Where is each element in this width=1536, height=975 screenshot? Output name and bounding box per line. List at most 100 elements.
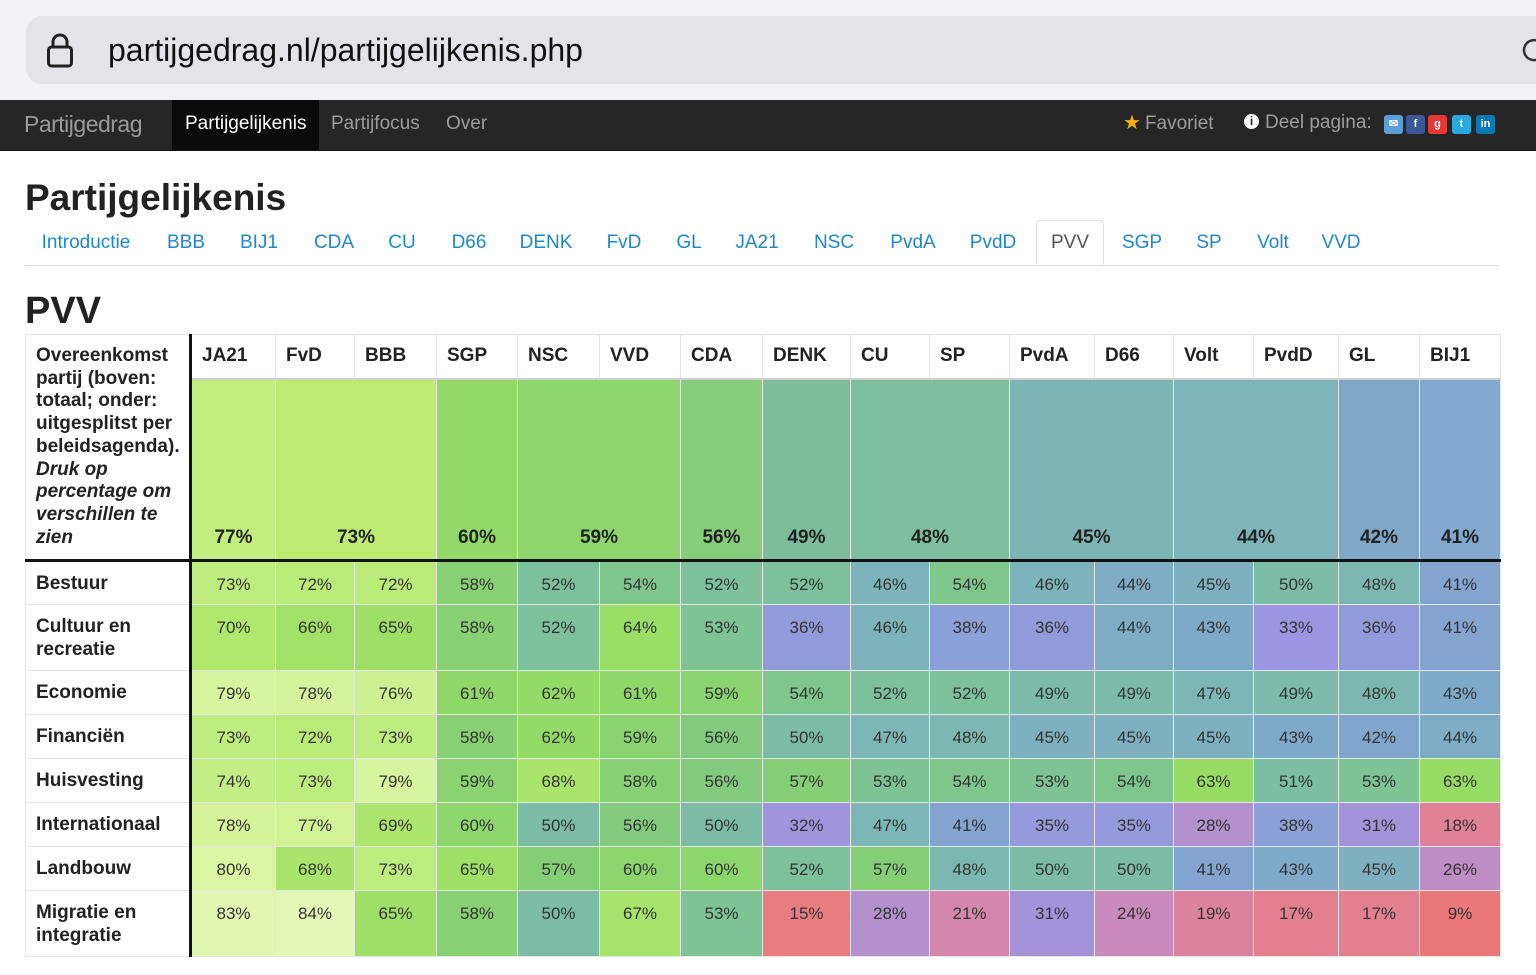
similarity-cell[interactable]: 60%: [599, 846, 681, 891]
url-text[interactable]: partijgedrag.nl/partijgelijkenis.php: [108, 32, 583, 68]
similarity-cell[interactable]: 49%: [1094, 670, 1174, 715]
similarity-cell[interactable]: 26%: [1419, 846, 1501, 891]
similarity-cell[interactable]: 31%: [1009, 890, 1095, 957]
tab-sp[interactable]: SP: [1196, 232, 1222, 253]
similarity-cell[interactable]: 52%: [929, 670, 1010, 715]
similarity-cell[interactable]: 73%: [354, 714, 437, 759]
tab-denk[interactable]: DENK: [519, 232, 573, 253]
similarity-cell[interactable]: 15%: [762, 890, 851, 957]
similarity-cell[interactable]: 21%: [929, 890, 1010, 957]
similarity-cell[interactable]: 52%: [517, 560, 600, 605]
similarity-cell[interactable]: 53%: [1338, 758, 1420, 803]
similarity-cell[interactable]: 52%: [762, 846, 851, 891]
similarity-cell[interactable]: 24%: [1094, 890, 1174, 957]
tab-cda[interactable]: CDA: [313, 232, 355, 253]
similarity-cell[interactable]: 48%: [1338, 670, 1420, 715]
total-similarity-cell[interactable]: 59%: [517, 378, 681, 562]
similarity-cell[interactable]: 62%: [517, 670, 600, 715]
similarity-cell[interactable]: 41%: [1419, 604, 1501, 671]
total-similarity-cell[interactable]: 45%: [1009, 378, 1174, 562]
url-field[interactable]: [26, 16, 1536, 84]
similarity-cell[interactable]: 78%: [190, 802, 276, 847]
similarity-cell[interactable]: 54%: [1094, 758, 1174, 803]
similarity-cell[interactable]: 74%: [190, 758, 276, 803]
similarity-cell[interactable]: 58%: [436, 604, 518, 671]
similarity-cell[interactable]: 45%: [1094, 714, 1174, 759]
similarity-cell[interactable]: 43%: [1253, 846, 1339, 891]
similarity-cell[interactable]: 47%: [850, 714, 930, 759]
similarity-cell[interactable]: 54%: [599, 560, 681, 605]
similarity-cell[interactable]: 45%: [1338, 846, 1420, 891]
similarity-cell[interactable]: 46%: [850, 604, 930, 671]
similarity-cell[interactable]: 59%: [680, 670, 763, 715]
similarity-cell[interactable]: 50%: [517, 890, 600, 957]
tab-gl[interactable]: GL: [676, 232, 702, 253]
similarity-cell[interactable]: 72%: [275, 714, 355, 759]
similarity-cell[interactable]: 53%: [680, 604, 763, 671]
similarity-cell[interactable]: 72%: [275, 560, 355, 605]
similarity-cell[interactable]: 42%: [1338, 714, 1420, 759]
similarity-cell[interactable]: 51%: [1253, 758, 1339, 803]
twitter-share-icon[interactable]: t: [1452, 115, 1471, 134]
similarity-cell[interactable]: 32%: [762, 802, 851, 847]
tab-pvdd[interactable]: PvdD: [969, 232, 1017, 253]
similarity-cell[interactable]: 67%: [599, 890, 681, 957]
similarity-cell[interactable]: 49%: [1009, 670, 1095, 715]
similarity-cell[interactable]: 73%: [354, 846, 437, 891]
similarity-cell[interactable]: 60%: [680, 846, 763, 891]
similarity-cell[interactable]: 47%: [1173, 670, 1254, 715]
similarity-cell[interactable]: 52%: [850, 670, 930, 715]
tab-ja21[interactable]: JA21: [735, 232, 779, 253]
similarity-cell[interactable]: 58%: [436, 560, 518, 605]
similarity-cell[interactable]: 47%: [850, 802, 930, 847]
similarity-cell[interactable]: 45%: [1009, 714, 1095, 759]
similarity-cell[interactable]: 59%: [436, 758, 518, 803]
similarity-cell[interactable]: 48%: [929, 846, 1010, 891]
similarity-cell[interactable]: 73%: [275, 758, 355, 803]
total-similarity-cell[interactable]: 41%: [1419, 378, 1501, 562]
similarity-cell[interactable]: 50%: [1253, 560, 1339, 605]
similarity-cell[interactable]: 44%: [1094, 604, 1174, 671]
similarity-cell[interactable]: 73%: [190, 560, 276, 605]
tab-volt[interactable]: Volt: [1257, 232, 1289, 253]
similarity-cell[interactable]: 57%: [850, 846, 930, 891]
similarity-cell[interactable]: 41%: [1173, 846, 1254, 891]
nav-partijgelijkenis[interactable]: Partijgelijkenis: [172, 100, 320, 150]
similarity-cell[interactable]: 52%: [680, 560, 763, 605]
similarity-cell[interactable]: 72%: [354, 560, 437, 605]
reload-icon[interactable]: [1520, 36, 1536, 64]
similarity-cell[interactable]: 57%: [762, 758, 851, 803]
similarity-cell[interactable]: 56%: [680, 758, 763, 803]
similarity-cell[interactable]: 70%: [190, 604, 276, 671]
similarity-cell[interactable]: 52%: [762, 560, 851, 605]
tab-introductie[interactable]: Introductie: [41, 232, 131, 253]
similarity-cell[interactable]: 49%: [1253, 670, 1339, 715]
total-similarity-cell[interactable]: 48%: [850, 378, 1010, 562]
similarity-cell[interactable]: 52%: [517, 604, 600, 671]
similarity-cell[interactable]: 56%: [599, 802, 681, 847]
similarity-cell[interactable]: 41%: [1419, 560, 1501, 605]
similarity-cell[interactable]: 43%: [1419, 670, 1501, 715]
similarity-cell[interactable]: 50%: [517, 802, 600, 847]
similarity-cell[interactable]: 28%: [1173, 802, 1254, 847]
similarity-cell[interactable]: 46%: [850, 560, 930, 605]
tab-vvd[interactable]: VVD: [1321, 232, 1361, 253]
similarity-cell[interactable]: 63%: [1173, 758, 1254, 803]
similarity-cell[interactable]: 50%: [762, 714, 851, 759]
similarity-cell[interactable]: 65%: [436, 846, 518, 891]
similarity-cell[interactable]: 79%: [190, 670, 276, 715]
tab-bij1[interactable]: BIJ1: [239, 232, 279, 253]
linkedin-share-icon[interactable]: in: [1476, 115, 1495, 134]
similarity-cell[interactable]: 48%: [929, 714, 1010, 759]
tab-fvd[interactable]: FvD: [606, 232, 642, 253]
similarity-cell[interactable]: 28%: [850, 890, 930, 957]
similarity-cell[interactable]: 62%: [517, 714, 600, 759]
similarity-cell[interactable]: 54%: [762, 670, 851, 715]
similarity-cell[interactable]: 31%: [1338, 802, 1420, 847]
similarity-cell[interactable]: 36%: [1009, 604, 1095, 671]
similarity-cell[interactable]: 48%: [1338, 560, 1420, 605]
similarity-cell[interactable]: 54%: [929, 758, 1010, 803]
total-similarity-cell[interactable]: 73%: [275, 378, 437, 562]
similarity-cell[interactable]: 35%: [1094, 802, 1174, 847]
similarity-cell[interactable]: 78%: [275, 670, 355, 715]
